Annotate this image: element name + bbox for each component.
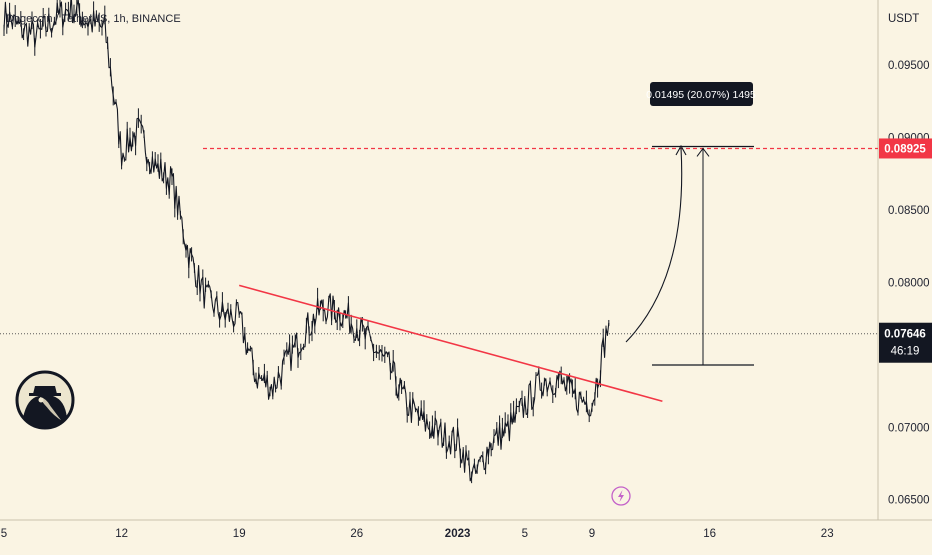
time-axis[interactable]: 5 12 19 26 2023 5 9 16 23 (1, 528, 834, 540)
time-tick-label: 5 (1, 528, 7, 540)
current-badge-countdown: 46:19 (891, 346, 920, 358)
price-tick-label: 0.09500 (888, 60, 930, 72)
measure-label-box (650, 82, 753, 106)
measure-label[interactable]: 0.01495 (20.07%) 1495 (646, 82, 756, 106)
time-tick-label: 12 (115, 528, 128, 540)
time-tick-label: 26 (350, 528, 363, 540)
price-tick-label: 0.08000 (888, 277, 930, 289)
time-tick-label: 23 (821, 528, 834, 540)
projection-arrowhead-icon (675, 144, 687, 156)
target-badge-box (879, 138, 932, 159)
measure-label-text: 0.01495 (20.07%) 1495 (646, 89, 756, 101)
time-tick-label: 19 (233, 528, 246, 540)
currency-label: USDT (888, 13, 919, 25)
time-tick-label: 5 (522, 528, 528, 540)
price-axis[interactable]: 0.095000.090000.085000.080000.070000.065… (888, 60, 930, 507)
price-tick-label: 0.06500 (888, 495, 930, 507)
time-tick-label: 2023 (445, 528, 471, 540)
time-tick-label: 9 (589, 528, 595, 540)
price-series (3, 0, 610, 484)
target-badge-label: 0.08925 (884, 143, 926, 155)
lightning-event-icon[interactable] (611, 486, 631, 506)
current-price-badge: 0.07646 46:19 (879, 322, 932, 363)
current-badge-box (879, 322, 932, 363)
projection-curve-arrow[interactable] (625, 147, 683, 343)
price-tick-label: 0.07000 (888, 422, 930, 434)
drawing-overlays (0, 144, 878, 402)
measure-arrowhead-icon (696, 147, 710, 157)
target-price-badge: 0.08925 (879, 138, 932, 159)
price-tick-label: 0.08500 (888, 205, 930, 217)
resistance-trendline[interactable] (238, 284, 663, 402)
author-avatar (15, 370, 75, 430)
time-tick-label: 16 (703, 528, 716, 540)
symbol-title: Dogecoin / TetherUS, 1h, BINANCE (6, 13, 181, 25)
current-badge-price: 0.07646 (884, 329, 926, 341)
